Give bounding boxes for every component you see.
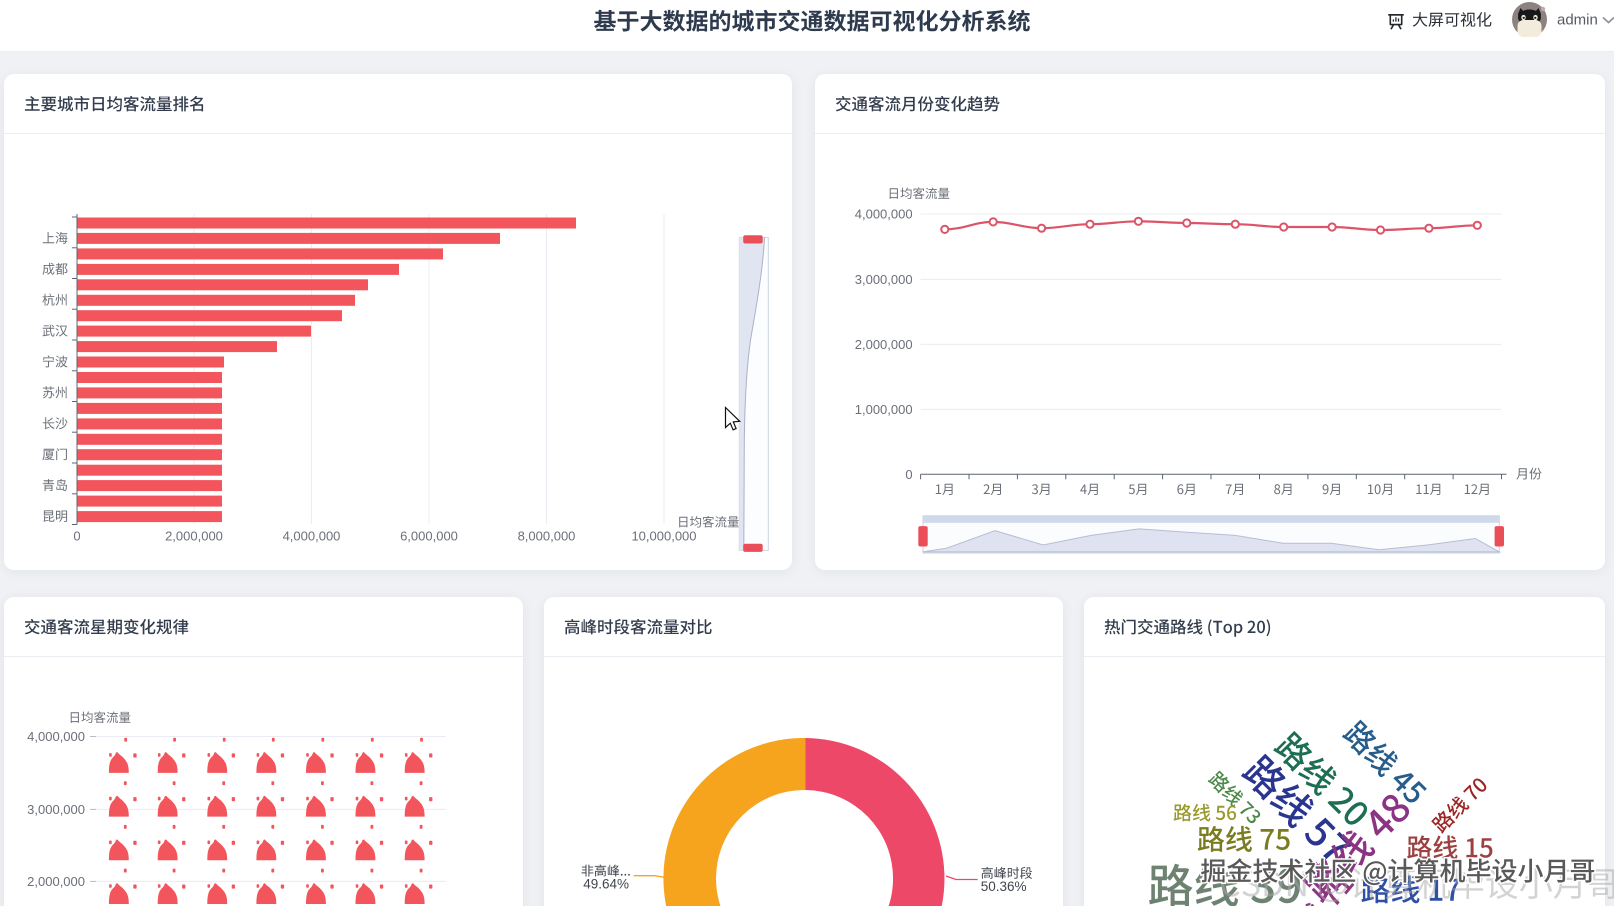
svg-text:admin: admin: [1557, 12, 1598, 29]
